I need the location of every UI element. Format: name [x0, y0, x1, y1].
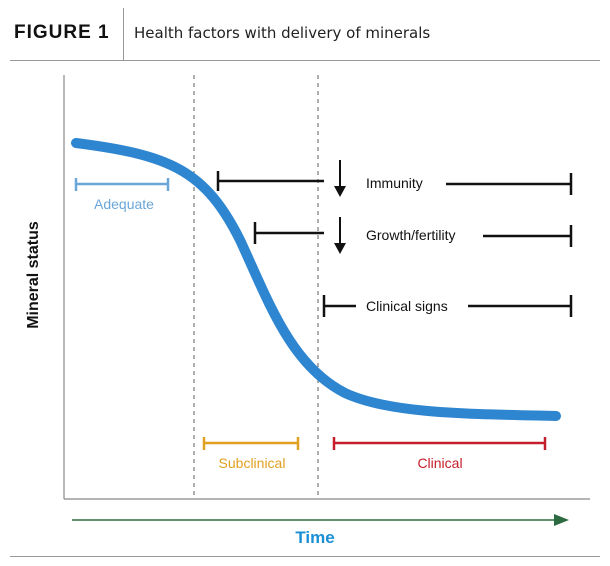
- growth-fertility-bar: [253, 222, 573, 247]
- clinical-signs-bar: [322, 295, 573, 317]
- immunity-bar: [216, 171, 573, 195]
- figure-label: FIGURE 1: [14, 22, 110, 43]
- growth-fertility-label: Growth/fertility: [366, 227, 455, 243]
- clinical-signs-label: Clinical signs: [366, 298, 448, 314]
- immunity-decrease-arrow: [334, 160, 346, 197]
- adequate-range: [74, 178, 170, 191]
- figure-header: FIGURE 1 Health factors with delivery of…: [0, 0, 610, 62]
- figure-title: Health factors with delivery of minerals: [134, 24, 431, 42]
- growth-fertility-decrease-arrow: [334, 217, 346, 254]
- clinical-range: [332, 437, 547, 450]
- adequate-label: Adequate: [94, 196, 154, 212]
- header-divider: [123, 8, 124, 60]
- top-rule: [10, 60, 600, 61]
- immunity-label: Immunity: [366, 175, 423, 191]
- clinical-label: Clinical: [417, 455, 462, 471]
- x-axis-label: Time: [295, 528, 334, 547]
- subclinical-range: [202, 437, 300, 450]
- y-axis-label: Mineral status: [25, 221, 42, 329]
- mineral-status-curve: [71, 138, 561, 421]
- time-arrow: [72, 514, 569, 526]
- bottom-rule: [10, 556, 600, 557]
- subclinical-label: Subclinical: [219, 455, 286, 471]
